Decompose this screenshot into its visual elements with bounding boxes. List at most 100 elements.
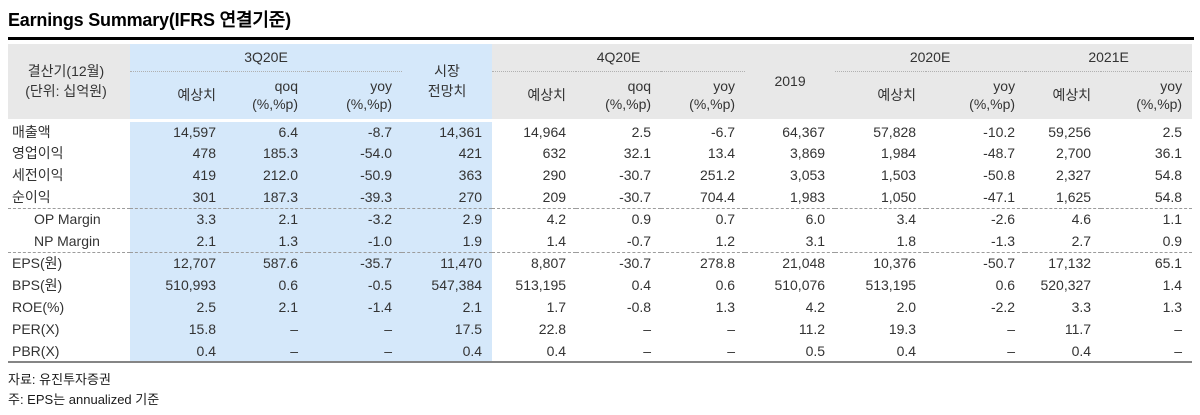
sub-header-cell: yoy (%,%p): [1101, 71, 1193, 120]
value-cell: 1.3: [715, 299, 736, 315]
value-cell: 0.7: [661, 207, 746, 230]
value-cell: 12,707: [130, 251, 226, 274]
row-label-cell: EPS(원): [8, 251, 130, 274]
value-cell: 185.3: [226, 142, 308, 164]
value-cell: 3.3: [130, 207, 226, 230]
value-cell: 54.8: [1154, 188, 1183, 205]
row-label-cell: NP Margin: [34, 232, 100, 249]
value-cell: 270: [402, 186, 493, 208]
sub-header-line1: 예상치: [877, 86, 917, 103]
value-cell: 0.6: [715, 277, 736, 293]
sub-header-line1: qoq: [627, 77, 652, 94]
value-cell: -6.7: [661, 118, 746, 142]
value-cell: -30.7: [619, 167, 652, 183]
sub-header-cell: qoq (%,%p): [226, 71, 308, 120]
value-cell: -1.0: [308, 230, 403, 252]
value-cell: 6.4: [226, 118, 308, 142]
sub-header-row: 예상치 qoq (%,%p) yoy (%,%p) 예상치 qoq (%,%p) yoy (%,%…: [8, 71, 1193, 120]
value-cell: -39.3: [308, 186, 403, 208]
value-cell: 1.4: [1162, 277, 1183, 293]
value-cell: -1.3: [990, 232, 1016, 249]
value-cell: 2.9: [402, 207, 493, 230]
value-cell: –: [226, 318, 308, 340]
value-cell: 3.3: [1071, 299, 1092, 315]
value-cell: –: [308, 340, 403, 362]
row-label-cell: ROE(%): [12, 299, 65, 315]
row-label-cell: BPS(원): [12, 277, 63, 293]
group-header-4q20e: 4Q20E: [492, 44, 746, 72]
value-cell: 3,053: [790, 167, 826, 183]
value-cell: 1.3: [226, 230, 308, 252]
earnings-summary-table: 결산기(12월) (단위: 십억원) 3Q20E 시장 전망치 4Q20E 20…: [8, 44, 1193, 363]
value-cell: 290: [542, 167, 567, 183]
page-title: Earnings Summary(IFRS 연결기준): [8, 4, 1194, 40]
value-cell: 14,361: [402, 118, 493, 142]
value-cell: –: [727, 321, 736, 337]
value-cell: 1.3: [1162, 299, 1183, 315]
value-cell: –: [643, 321, 652, 337]
value-cell: 209: [542, 188, 567, 205]
value-cell: 0.6: [226, 274, 308, 296]
unit-label: (단위: 십억원): [25, 83, 107, 100]
value-cell: 0.4: [896, 342, 917, 359]
value-cell: 0.9: [1162, 232, 1183, 249]
value-cell: 57,828: [835, 118, 927, 142]
value-cell: –: [226, 340, 308, 362]
value-cell: -30.7: [619, 188, 652, 205]
table-header: 결산기(12월) (단위: 십억원) 3Q20E 시장 전망치 4Q20E 20…: [8, 44, 1193, 120]
row-label-cell: OP Margin: [8, 207, 130, 230]
sub-header-line1: yoy: [370, 77, 393, 94]
value-cell: 421: [402, 142, 493, 164]
value-cell: 1,625: [1056, 188, 1092, 205]
sub-header-line1: yoy: [713, 77, 736, 94]
value-cell: 1,503: [881, 167, 917, 183]
value-cell: 0.6: [995, 277, 1016, 293]
value-cell: 32.1: [623, 145, 652, 161]
value-cell: 54.8: [1154, 167, 1183, 183]
market-forecast-header-cell: 시장 전망치: [402, 44, 493, 120]
table-row: 순이익 301 187.3 -39.3 270 209 -30.7 704.4 1,983 1,0…: [8, 186, 1192, 208]
table-row: PBR(X) 0.4– –0.4 0.4– –0.5 0.4–0.4–: [8, 340, 1192, 362]
value-cell: 363: [402, 164, 493, 186]
value-cell: 1.8: [896, 232, 917, 249]
value-cell: 4.2: [492, 207, 577, 230]
value-cell: 13.4: [707, 145, 736, 161]
value-cell: 2.1: [130, 230, 226, 252]
value-cell: -3.2: [308, 207, 403, 230]
value-cell: -50.8: [983, 167, 1016, 183]
value-cell: 510,993: [130, 274, 226, 296]
value-cell: 11.2: [798, 321, 826, 337]
group-header-2020e: 2020E: [835, 44, 1026, 72]
sub-header-cell: yoy (%,%p): [661, 71, 746, 120]
value-cell: 2.7: [1071, 232, 1092, 249]
value-cell: –: [643, 342, 652, 359]
value-cell: 187.3: [226, 186, 308, 208]
table-footer: 자료: 유진투자증권 주: EPS는 annualized 기준: [8, 370, 1194, 410]
value-cell: –: [727, 342, 736, 359]
row-label-cell: PBR(X): [12, 342, 60, 359]
value-cell: 301: [130, 186, 226, 208]
value-cell: 1.9: [402, 230, 493, 252]
value-cell: –: [1174, 321, 1183, 337]
value-cell: –: [1007, 321, 1016, 337]
value-cell: 632: [542, 145, 567, 161]
value-cell: 0.4: [1071, 342, 1092, 359]
value-cell: –: [308, 318, 403, 340]
value-cell: -48.7: [983, 145, 1016, 161]
header-2019: 2019: [745, 44, 836, 120]
group-header-2021e: 2021E: [1025, 44, 1193, 72]
value-cell: -10.2: [926, 118, 1026, 142]
sub-header-cell: yoy (%,%p): [926, 71, 1026, 120]
value-cell: -0.7: [626, 232, 652, 249]
value-cell: -30.7: [576, 251, 662, 274]
value-cell: 1.2: [715, 232, 736, 249]
row-label-cell: 순이익: [12, 188, 51, 205]
value-cell: 704.4: [700, 188, 736, 205]
report-sheet: Earnings Summary(IFRS 연결기준) 결산기(12월) (단위…: [8, 4, 1194, 410]
value-cell: 1.1: [1101, 207, 1193, 230]
sub-header-cell: 예상치: [1025, 71, 1102, 120]
value-cell: 0.5: [805, 342, 826, 359]
value-cell: 17,132: [1025, 251, 1102, 274]
value-cell: -0.8: [626, 299, 652, 315]
value-cell: -54.0: [308, 142, 403, 164]
